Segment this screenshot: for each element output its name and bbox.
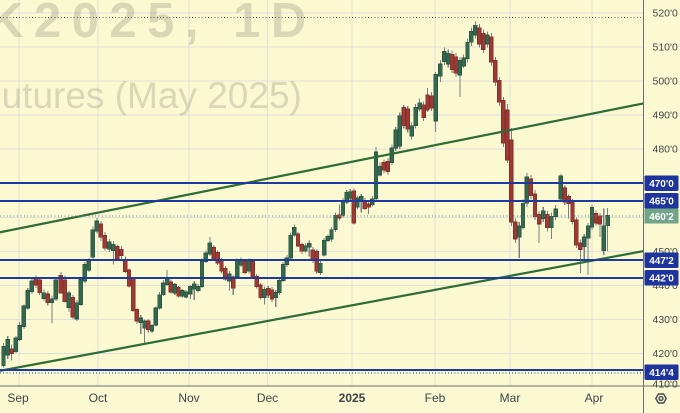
svg-text:414'4: 414'4 <box>649 368 674 379</box>
svg-text:520'0: 520'0 <box>653 7 679 19</box>
svg-text:447'2: 447'2 <box>649 256 674 267</box>
svg-text:500'0: 500'0 <box>653 76 679 88</box>
svg-text:K2025, 1D: K2025, 1D <box>0 0 317 48</box>
svg-text:410'0: 410'0 <box>653 378 679 390</box>
svg-text:Oct: Oct <box>89 391 108 405</box>
svg-text:480'0: 480'0 <box>653 144 679 156</box>
svg-text:Feb: Feb <box>425 391 446 405</box>
svg-text:Apr: Apr <box>585 391 604 405</box>
svg-text:442'0: 442'0 <box>649 274 674 285</box>
svg-text:470'0: 470'0 <box>649 179 674 190</box>
svg-text:490'0: 490'0 <box>653 110 679 122</box>
svg-text:510'0: 510'0 <box>653 41 679 53</box>
svg-text:Futures (May 2025): Futures (May 2025) <box>0 75 302 116</box>
svg-text:460'2: 460'2 <box>649 212 674 223</box>
svg-text:2025: 2025 <box>339 391 366 405</box>
svg-text:430'0: 430'0 <box>653 314 679 326</box>
svg-text:Nov: Nov <box>178 391 199 405</box>
svg-text:465'0: 465'0 <box>649 197 674 208</box>
svg-text:450'0: 450'0 <box>653 246 679 258</box>
svg-text:Sep: Sep <box>7 391 29 405</box>
svg-text:Dec: Dec <box>257 391 278 405</box>
svg-text:Mar: Mar <box>500 391 521 405</box>
svg-text:420'0: 420'0 <box>653 348 679 360</box>
